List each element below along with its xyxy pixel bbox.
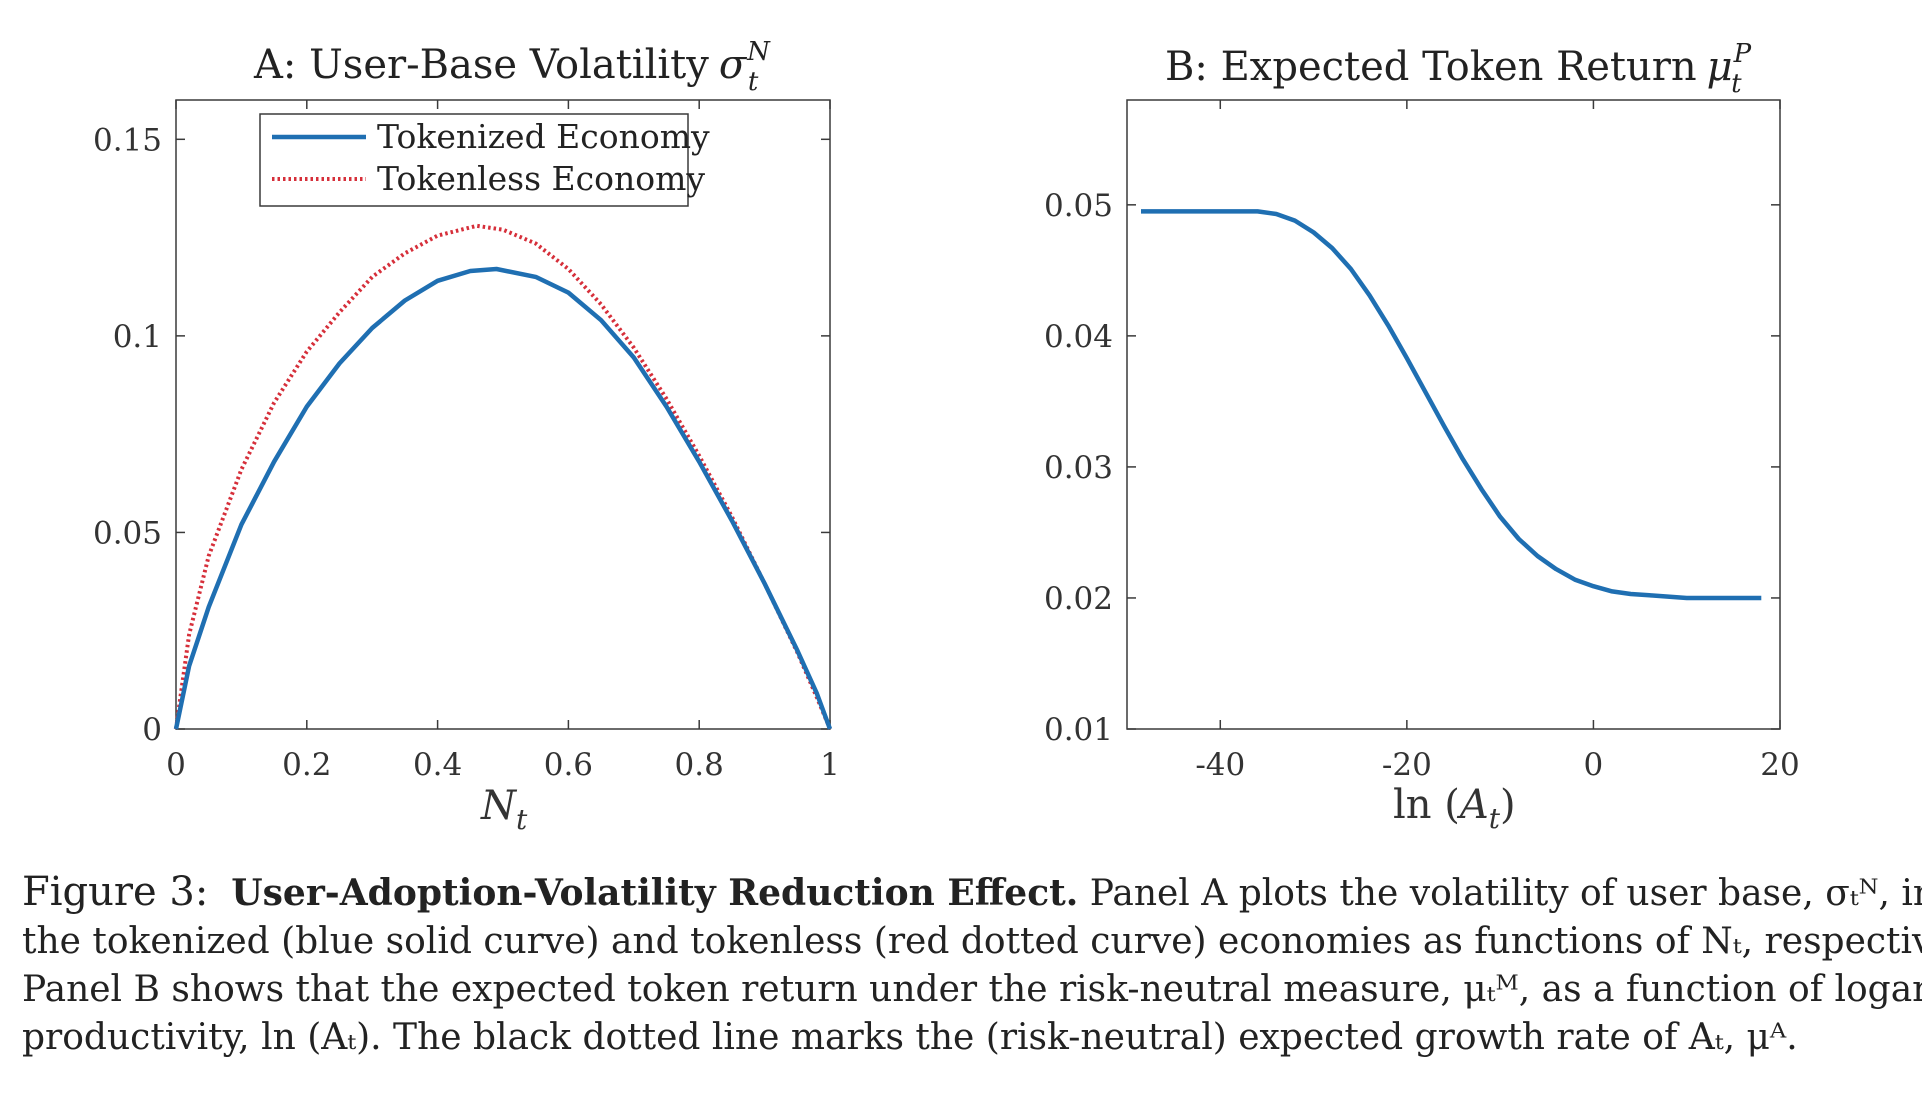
- panel-a-chart: A: User-Base Volatility σN t Nt 0 0.2 0.4 0.6…: [93, 37, 840, 836]
- panel-b-xtick-label: -20: [1382, 747, 1432, 783]
- panel-b-xlabel: ln (At): [1393, 782, 1516, 835]
- panel-a-xtick-label: 0.8: [675, 747, 724, 783]
- figure-caption: Figure 3: User-Adoption-Volatility Reduc…: [22, 868, 1922, 1062]
- panel-a-ytick-label: 0.15: [93, 122, 162, 158]
- panel-b-xlabel-pre: ln (: [1393, 782, 1460, 828]
- panel-b-title-math-sup: P: [1733, 39, 1752, 69]
- panel-b-xlabel-base: A: [1456, 782, 1489, 828]
- panel-a-xlabel-sub: t: [516, 803, 528, 836]
- panel-b-title-math-sub: t: [1731, 69, 1742, 99]
- panel-a-ytick-label: 0.1: [113, 319, 162, 355]
- panel-a-xtick-label: 1: [820, 747, 840, 783]
- panel-b-chart: B: Expected Token Return μP t ln (At) -40 -…: [1044, 39, 1800, 835]
- panel-b-ytick-label: 0.04: [1044, 319, 1113, 355]
- panel-b-ytick-label: 0.01: [1044, 712, 1113, 748]
- panel-a-title-text: A: User-Base Volatility: [253, 42, 709, 88]
- caption-bold-title: User-Adoption-Volatility Reduction Effec…: [231, 872, 1079, 914]
- panel-a-title: A: User-Base Volatility σN t: [253, 37, 771, 97]
- panel-a-series-tokenless-line: [174, 223, 832, 730]
- panel-a-xlabel-base: N: [480, 783, 518, 829]
- panel-b-title-math-base: μ: [1707, 44, 1733, 90]
- legend-tokenized-label: Tokenized Economy: [377, 117, 710, 156]
- panel-a-xtick-label: 0.4: [413, 747, 462, 783]
- panel-b-ytick-label: 0.05: [1044, 188, 1113, 224]
- panel-a-ytick-label: 0: [142, 712, 162, 748]
- panel-b-axes-frame: [1126, 99, 1781, 730]
- panel-b-title: B: Expected Token Return μP t: [1165, 39, 1752, 99]
- caption-line-4: productivity, ln (Aₜ). The black dotted …: [22, 1017, 1798, 1058]
- figure: A: User-Base Volatility σN t Nt 0 0.2 0.4 0.6…: [93, 37, 1800, 836]
- panel-b-series-tokenized-line: [1141, 209, 1762, 601]
- panel-b-ytick-label: 0.02: [1044, 581, 1113, 617]
- panel-b-ytick-label: 0.03: [1044, 450, 1113, 486]
- panel-a-title-math-base: σ: [719, 42, 748, 88]
- panel-b-xlabel-post: ): [1500, 782, 1516, 828]
- panel-a-xtick-label: 0: [166, 747, 186, 783]
- panel-a-xlabel: Nt: [480, 783, 528, 836]
- caption-line-1-rest: Panel A plots the volatility of user bas…: [1089, 873, 1922, 914]
- panel-a-title-math-sub: t: [748, 67, 759, 97]
- caption-line-3: Panel B shows that the expected token re…: [22, 969, 1922, 1010]
- panel-b-xtick-label: 20: [1760, 747, 1799, 783]
- panel-a-xtick-label: 0.2: [282, 747, 331, 783]
- panel-a-xtick-label: 0.6: [544, 747, 593, 783]
- panel-a-series-tokenized-line: [173, 266, 833, 730]
- panel-b-xlabel-sub: t: [1489, 802, 1501, 835]
- legend-tokenless-label: Tokenless Economy: [377, 159, 705, 198]
- caption-line-1: Figure 3: User-Adoption-Volatility Reduc…: [22, 868, 1922, 918]
- panel-a-title-math-sup: N: [746, 37, 771, 67]
- panel-a-axes-frame: [175, 99, 831, 730]
- caption-line-2: the tokenized (blue solid curve) and tok…: [22, 921, 1922, 962]
- panel-a-ytick-label: 0.05: [93, 515, 162, 551]
- legend-box: [259, 113, 689, 207]
- panel-b-xtick-label: -40: [1195, 747, 1245, 783]
- caption-figure-label: Figure 3:: [22, 869, 209, 915]
- panel-b-xtick-label: 0: [1584, 747, 1604, 783]
- panel-b-title-text: B: Expected Token Return: [1165, 44, 1697, 90]
